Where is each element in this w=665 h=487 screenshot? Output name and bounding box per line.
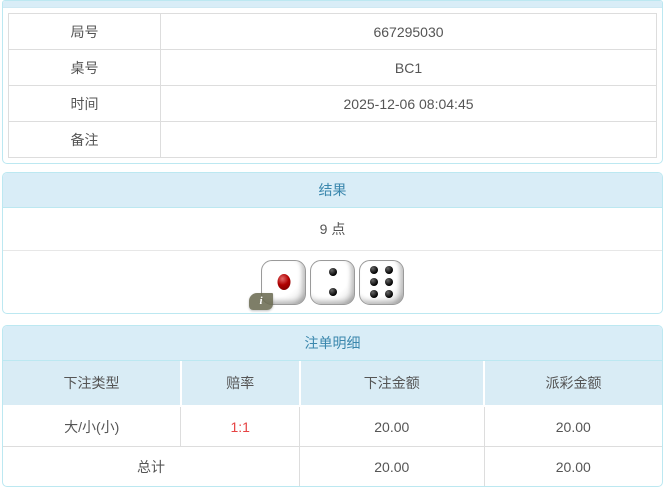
- die-pip: [385, 278, 394, 286]
- column-payout-amount: 派彩金额: [484, 361, 662, 407]
- remark-label: 备注: [7, 121, 162, 158]
- die-1-image: i: [249, 259, 306, 310]
- bet-table-header-row: 下注类型 赔率 下注金额 派彩金额: [3, 361, 662, 407]
- info-icon[interactable]: i: [249, 292, 273, 310]
- table-row-game-number: 局号 667295030: [7, 13, 657, 50]
- cropped-panel-heading: [3, 1, 662, 8]
- game-number-value: 667295030: [160, 13, 657, 50]
- game-info-panel: 局号 667295030 桌号 BC1 时间 2025-12-06 08:04:…: [2, 0, 663, 164]
- result-panel-title: 结果: [3, 173, 662, 208]
- table-row-remark: 备注: [7, 121, 657, 158]
- total-row: 总计 20.00 20.00: [3, 446, 662, 486]
- result-panel: 结果 9 点 i: [2, 172, 663, 314]
- die-pip: [328, 267, 337, 276]
- bet-type-value: 大/小(小): [3, 405, 182, 447]
- time-value: 2025-12-06 08:04:45: [160, 85, 657, 122]
- bet-amount-value: 20.00: [299, 405, 485, 447]
- result-points: 9 点: [3, 208, 662, 251]
- table-number-label: 桌号: [7, 49, 162, 86]
- column-odds: 赔率: [180, 361, 301, 407]
- bet-details-table: 下注类型 赔率 下注金额 派彩金额 大/小(小) 1:1 20.00 20.00…: [3, 361, 662, 486]
- bet-details-panel: 注单明细 下注类型 赔率 下注金额 派彩金额 大/小(小) 1:1 20.00 …: [2, 325, 663, 487]
- total-bet-amount: 20.00: [299, 446, 485, 486]
- die-pip: [369, 289, 378, 298]
- die-pip: [369, 278, 378, 286]
- table-number-value: BC1: [160, 49, 657, 86]
- die-pip: [369, 266, 378, 275]
- dice-row: i: [3, 251, 662, 313]
- game-info-body: 局号 667295030 桌号 BC1 时间 2025-12-06 08:04:…: [3, 8, 662, 163]
- table-row-table-number: 桌号 BC1: [7, 49, 657, 86]
- remark-value: [160, 121, 657, 158]
- table-row-time: 时间 2025-12-06 08:04:45: [7, 85, 657, 122]
- total-payout-amount: 20.00: [483, 446, 662, 486]
- game-info-table: 局号 667295030 桌号 BC1 时间 2025-12-06 08:04:…: [7, 13, 657, 158]
- column-bet-type: 下注类型: [3, 361, 182, 407]
- die-pip: [277, 274, 290, 290]
- game-number-label: 局号: [7, 13, 162, 50]
- odds-value: 1:1: [180, 405, 301, 447]
- die-pip: [328, 288, 337, 297]
- die-2-image: [310, 259, 355, 305]
- die-6-image: [359, 259, 404, 305]
- time-label: 时间: [7, 85, 162, 122]
- column-bet-amount: 下注金额: [299, 361, 486, 407]
- bet-details-title: 注单明细: [3, 326, 662, 361]
- total-label: 总计: [3, 446, 301, 486]
- die-pip: [385, 266, 394, 275]
- payout-amount-value: 20.00: [483, 405, 662, 447]
- die-pip: [385, 289, 394, 298]
- bet-row: 大/小(小) 1:1 20.00 20.00: [3, 405, 662, 447]
